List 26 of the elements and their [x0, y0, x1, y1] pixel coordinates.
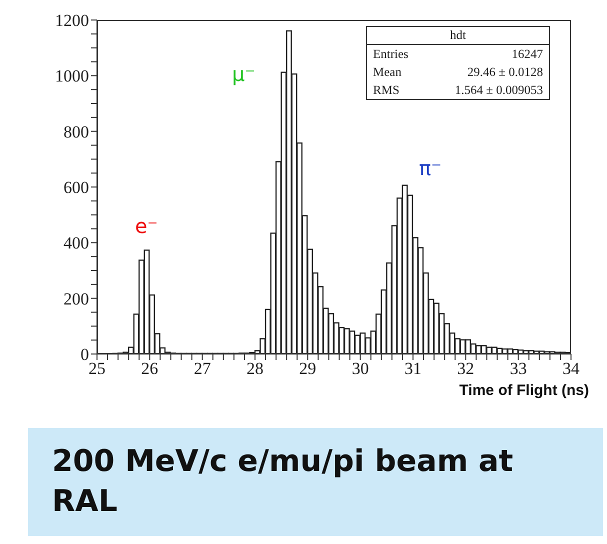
annotation: π⁻ — [419, 156, 442, 180]
text: Mean 29.46 ± 0.0128 — [373, 65, 543, 79]
y-tick-label: 0 — [80, 345, 89, 364]
y-tick-label: 1000 — [55, 66, 89, 86]
text: 200 MeV/c e/mu/pi beam at RAL — [52, 443, 514, 521]
y-tick-label: 400 — [64, 234, 89, 253]
y-tick-label: 1200 — [55, 11, 89, 30]
x-tick-label: 30 — [352, 359, 369, 378]
x-tick-label: 31 — [404, 359, 422, 378]
y-tick-label: 600 — [64, 178, 89, 198]
x-tick-label: 26 — [141, 359, 158, 378]
text: RMS 1.564 ± 0.009053 — [373, 83, 543, 97]
x-tick-label: 29 — [299, 359, 316, 378]
x-tick-label: 32 — [457, 359, 474, 378]
x-tick-label: 27 — [194, 359, 212, 378]
x-tick-label: 28 — [246, 359, 264, 378]
x-axis-title: Time of Flight (ns) — [459, 382, 589, 399]
x-tick-label: 33 — [510, 359, 527, 378]
x-tick-label: 25 — [88, 359, 106, 378]
annotation: hdt — [367, 27, 549, 45]
y-tick-label: 800 — [64, 122, 89, 142]
text: Entries 16247 — [373, 47, 543, 61]
annotation: μ⁻ — [232, 62, 256, 86]
annotation: e⁻ — [135, 214, 158, 238]
x-tick-label: 34 — [562, 359, 580, 378]
y-tick-label: 200 — [64, 289, 89, 308]
